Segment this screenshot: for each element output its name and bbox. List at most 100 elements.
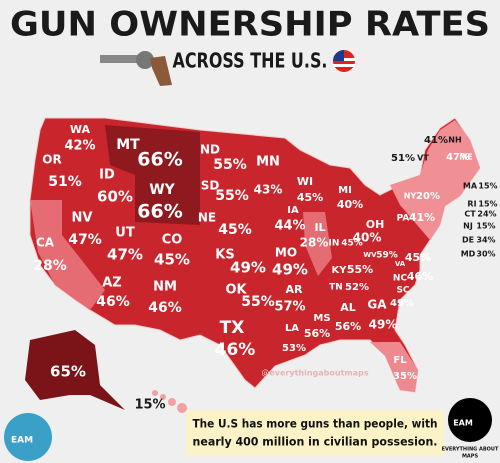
state-value: 56%: [304, 327, 330, 340]
state-abbr: MI: [338, 185, 352, 196]
state-value: 60%: [97, 188, 133, 206]
state-abbr: AR: [286, 283, 304, 296]
flag-icon: [333, 50, 355, 72]
state-abbr: NC: [393, 274, 408, 284]
state-abbr: SD: [201, 179, 220, 193]
footer-box: [186, 410, 444, 456]
logo-right: [448, 398, 492, 442]
state-value: 43%: [254, 183, 283, 197]
state-abbr: IL: [314, 221, 325, 234]
state-value: 65%: [50, 363, 86, 381]
state-abbr: KS: [215, 248, 234, 263]
state-value: 42%: [64, 139, 95, 154]
state-value: 41%: [424, 135, 448, 146]
state-value: 24%: [477, 210, 496, 219]
revolver-icon: [100, 51, 172, 86]
state-value: 15%: [134, 398, 165, 413]
state-value: 15%: [478, 182, 497, 191]
state-abbr: WA: [70, 123, 91, 136]
state-value: 46%: [407, 270, 433, 283]
state-abbr: WV: [363, 251, 377, 259]
state-value: 30%: [476, 250, 495, 259]
state-value: 46%: [148, 300, 182, 316]
state-value: 49%: [230, 259, 266, 277]
state-abbr: SC: [396, 286, 409, 296]
state-value: 40%: [337, 198, 363, 211]
state-value: 57%: [274, 300, 305, 315]
footer-line: nearly 400 million in civilian possesion…: [193, 435, 438, 449]
state-value: 15%: [476, 222, 495, 231]
state-value: 45%: [405, 251, 431, 264]
state-abbr: MD: [461, 250, 476, 259]
state-abbr: MT: [116, 137, 140, 153]
state-abbr: AZ: [102, 276, 122, 291]
state-abbr: VA: [395, 260, 406, 268]
state-value: 45%: [218, 222, 252, 238]
state-abbr: ID: [99, 168, 115, 183]
state-abbr: KY: [332, 265, 348, 276]
state-abbr: TN: [329, 283, 343, 293]
state-value: 45%: [341, 239, 363, 249]
state-abbr: MA: [463, 182, 478, 191]
state-value: 52%: [345, 282, 369, 293]
state-value: 46%: [215, 340, 256, 360]
state-value: 66%: [137, 201, 182, 223]
state-abbr: DE: [462, 236, 474, 245]
state-value: 49%: [369, 318, 398, 332]
logo-text: EAM: [11, 436, 33, 446]
state-abbr: NM: [153, 280, 177, 295]
state-value: 41%: [409, 211, 435, 224]
state-abbr: GA: [367, 298, 387, 312]
state-abbr: NY: [404, 192, 417, 201]
state-value: 44%: [274, 219, 305, 234]
state-abbr: ND: [200, 143, 220, 157]
state-value: 47%: [107, 246, 143, 264]
logo-caption: MAPS: [462, 454, 479, 460]
state-value: 59%: [376, 251, 398, 261]
state-abbr: OR: [42, 153, 61, 167]
state-value: 55%: [215, 188, 249, 204]
subtitle: ACROSS THE U.S.: [173, 49, 328, 73]
state-value: 55%: [241, 294, 275, 310]
state-value: 55%: [213, 157, 247, 173]
state-value: 51%: [391, 153, 415, 164]
state-value: 28%: [33, 258, 67, 274]
state-value: 20%: [416, 191, 440, 202]
state-abbr: OK: [225, 283, 247, 298]
state-abbr: VT: [417, 154, 429, 163]
state-value: 45%: [297, 191, 323, 204]
logo-left: [4, 413, 52, 461]
us-map: [25, 117, 481, 413]
state-abbr: IN: [329, 239, 340, 249]
state-labels: WA42%OR51%CA28%NV47%ID60%MT66%WY66%UT47%…: [33, 123, 497, 413]
state-abbr: CT: [464, 210, 476, 219]
state-abbr: ME: [459, 153, 472, 162]
state-abbr: NJ: [463, 222, 473, 231]
state-abbr: AL: [340, 301, 356, 314]
state-abbr: LA: [285, 323, 299, 334]
state-value: 35%: [393, 371, 417, 382]
state-value: 49%: [390, 298, 414, 309]
state-abbr: CA: [36, 236, 55, 250]
state-value: 40%: [353, 231, 382, 245]
title: GUN OWNERSHIP RATES: [10, 5, 490, 45]
state-value: 56%: [335, 320, 361, 333]
state-abbr: IA: [287, 205, 299, 216]
logo-caption: EVERYTHING ABOUT: [442, 447, 499, 453]
state-abbr: NE: [198, 211, 216, 225]
state-abbr: MS: [313, 313, 330, 324]
state-value: 53%: [282, 343, 306, 354]
state-abbr: MN: [256, 155, 280, 170]
logo-text: EAM: [453, 419, 473, 428]
state-abbr: MO: [275, 246, 297, 260]
state-value: 55%: [347, 263, 373, 276]
state-value: 34%: [476, 236, 495, 245]
state-value: 47%: [68, 232, 102, 248]
state-abbr: CO: [162, 233, 183, 248]
state-value: 51%: [48, 174, 82, 190]
state-abbr: WY: [149, 182, 175, 198]
state-value: 46%: [96, 294, 130, 310]
state-abbr: UT: [115, 226, 135, 241]
state-value: 28%: [300, 236, 329, 250]
